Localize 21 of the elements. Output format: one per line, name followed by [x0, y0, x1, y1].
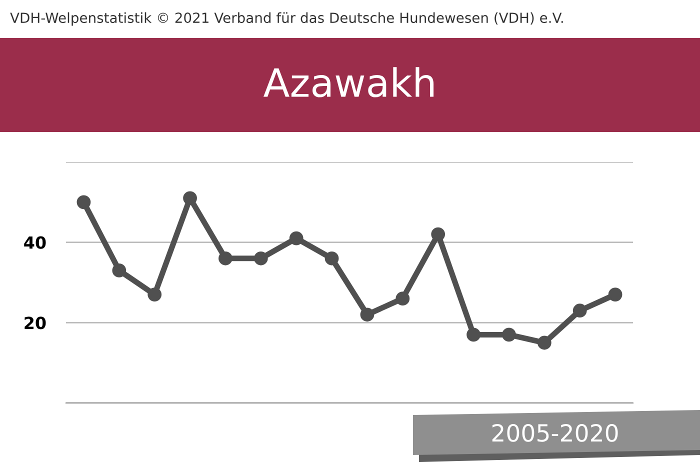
y-tick-label: 20 [24, 316, 46, 330]
text: 2005-2020 [492, 424, 618, 442]
point [218, 251, 232, 266]
point [183, 191, 197, 206]
point [289, 231, 304, 246]
point [254, 251, 268, 266]
point [148, 288, 162, 302]
point [396, 292, 410, 306]
text: VDH-Welpenstatistik © 2021 Verband für das Deutsche Hundewesen (VDH) e.V. [10, 12, 563, 26]
y-tick-label: 40 [24, 236, 46, 249]
point [76, 195, 91, 210]
point [324, 251, 339, 266]
point [360, 308, 374, 322]
point [431, 227, 446, 242]
point [537, 336, 552, 350]
point [572, 304, 587, 318]
chart-title: Azawakh [263, 67, 434, 98]
point [608, 288, 622, 302]
point [466, 328, 480, 342]
point [502, 328, 516, 342]
point [112, 264, 126, 278]
